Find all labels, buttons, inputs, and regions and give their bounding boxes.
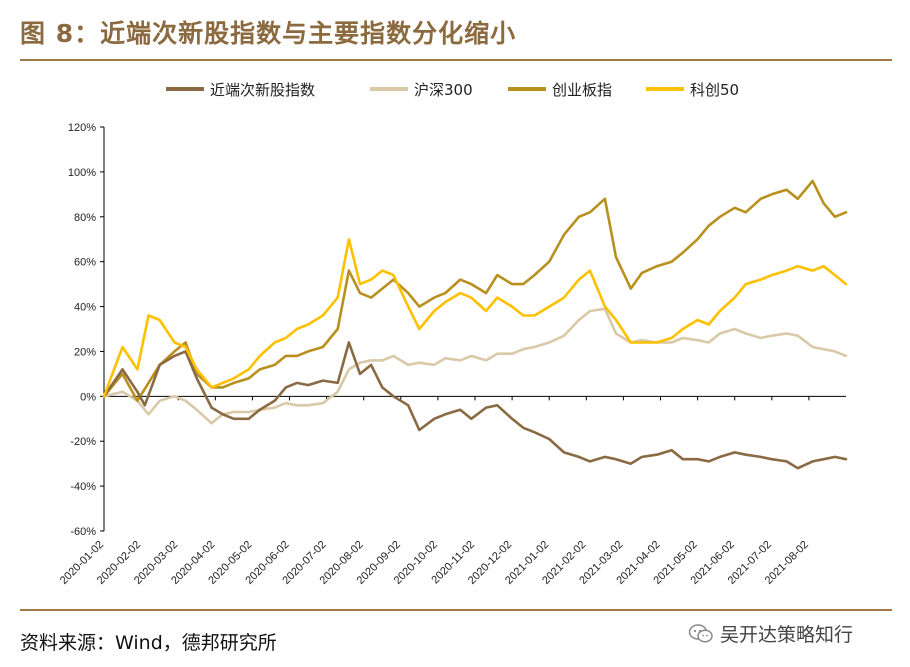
legend-swatch-near-ipo <box>166 87 204 91</box>
y-tick-label: -60% <box>70 526 96 538</box>
legend-item-star50: 科创50 <box>646 78 739 100</box>
y-tick-label: 60% <box>74 257 96 269</box>
legend-item-csi300: 沪深300 <box>370 78 473 100</box>
y-tick-label: 0% <box>80 391 96 403</box>
y-tick-label: 40% <box>74 302 96 314</box>
legend-item-near-ipo: 近端次新股指数 <box>166 78 315 100</box>
y-tick-label: 80% <box>74 212 96 224</box>
top-rule <box>20 59 892 61</box>
watermark: 吴开达策略知行 <box>688 620 853 647</box>
legend-item-chinext: 创业板指 <box>508 78 612 100</box>
legend-swatch-csi300 <box>370 87 408 91</box>
wechat-icon <box>688 623 713 643</box>
chart-legend: 近端次新股指数 沪深300 创业板指 科创50 <box>0 78 910 100</box>
legend-swatch-star50 <box>646 87 684 91</box>
series-line-near-ipo <box>102 341 848 470</box>
series-line-star50 <box>102 237 848 398</box>
legend-label-chinext: 创业板指 <box>552 80 613 99</box>
line-chart: -60%-40%-20%0%20%40%60%80%100%120%2020-0… <box>58 122 848 587</box>
y-tick-label: 100% <box>68 167 96 179</box>
series-line-chinext <box>102 179 848 403</box>
y-tick-label: 20% <box>74 346 96 358</box>
legend-label-star50: 科创50 <box>690 80 740 99</box>
y-tick-label: -20% <box>70 436 96 448</box>
series-line-csi300 <box>102 307 848 425</box>
watermark-text: 吴开达策略知行 <box>720 624 854 646</box>
figure-title: 图 8：近端次新股指数与主要指数分化缩小 <box>20 19 517 48</box>
bottom-rule <box>20 609 892 611</box>
y-tick-label: 120% <box>68 122 96 134</box>
legend-label-csi300: 沪深300 <box>414 80 473 99</box>
legend-swatch-chinext <box>508 87 546 91</box>
y-tick-label: -40% <box>70 481 96 493</box>
legend-label-near-ipo: 近端次新股指数 <box>210 80 316 99</box>
source-note: 资料来源：Wind，德邦研究所 <box>20 632 277 654</box>
